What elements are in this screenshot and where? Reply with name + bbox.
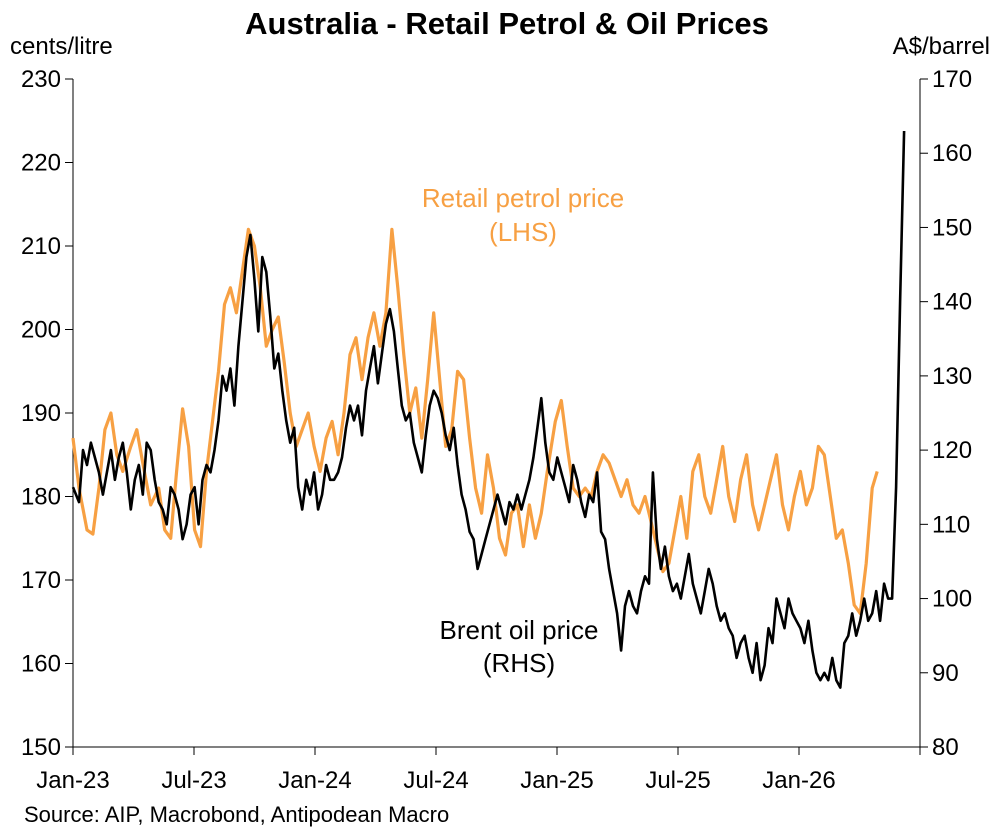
right-tick-label: 80 [932,734,959,761]
annotation-brent-oil: Brent oil price [440,615,599,645]
left-tick-label: 190 [21,400,61,427]
left-tick-label: 200 [21,317,61,344]
right-tick-label: 90 [932,660,959,687]
right-tick-label: 130 [932,363,972,390]
x-axis-ticks: Jan-23 Jul-23 Jan-24 Jul-24 Jan-25 Jul-25 Jan-… [36,747,921,794]
left-tick-label: 150 [21,734,61,761]
axes [72,79,921,748]
right-tick-label: 100 [932,586,972,613]
left-tick-label: 220 [21,150,61,177]
x-tick-label: Jan-24 [278,767,351,794]
right-axis-unit: A$/barrel [893,33,990,60]
x-tick-label: Jul-24 [403,767,468,794]
source-note: Source: AIP, Macrobond, Antipodean Macro [24,802,449,827]
left-tick-label: 210 [21,233,61,260]
left-tick-label: 230 [21,66,61,93]
right-tick-label: 160 [932,140,972,167]
x-tick-label: Jul-23 [161,767,226,794]
annotation-retail-petrol: Retail petrol price [422,183,624,213]
series-line-brent-oil [71,130,906,689]
left-axis-ticks: 150 160 170 180 190 200 210 220 230 [21,66,73,761]
left-tick-label: 160 [21,651,61,678]
x-tick-label: Jan-23 [36,767,109,794]
right-tick-label: 170 [932,66,972,93]
x-tick-label: Jan-26 [762,767,835,794]
left-tick-label: 180 [21,484,61,511]
right-tick-label: 140 [932,289,972,316]
right-tick-label: 110 [932,511,970,538]
annotation-brent-oil-rhs: (RHS) [483,648,555,678]
x-tick-label: Jul-25 [645,767,710,794]
x-tick-label: Jan-25 [520,767,593,794]
right-tick-label: 120 [932,437,972,464]
right-tick-label: 150 [932,214,972,241]
chart-title: Australia - Retail Petrol & Oil Prices [245,6,769,41]
series-line-retail-petrol [71,227,879,615]
left-tick-label: 170 [21,567,61,594]
left-axis-unit: cents/litre [10,33,113,60]
right-axis-ticks: 80 90 100 110 120 130 140 150 160 170 [920,66,972,761]
annotation-retail-petrol-lhs: (LHS) [489,217,557,247]
